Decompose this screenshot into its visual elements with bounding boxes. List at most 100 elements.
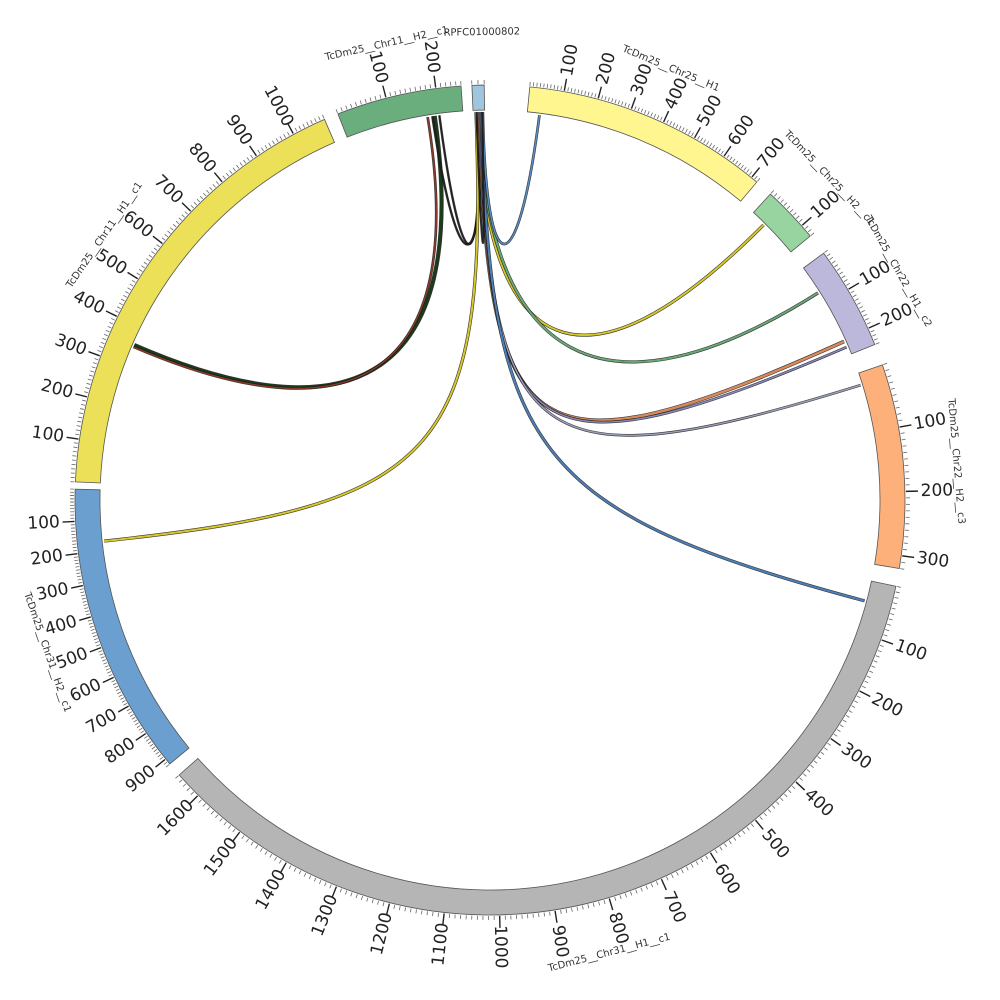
minor-tick — [138, 268, 143, 272]
minor-tick — [308, 875, 312, 880]
minor-tick — [339, 888, 342, 893]
minor-tick — [557, 85, 559, 90]
minor-tick — [864, 317, 869, 321]
minor-tick — [123, 294, 127, 298]
minor-tick — [245, 838, 249, 843]
minor-tick — [93, 638, 98, 641]
minor-tick — [750, 823, 755, 828]
minor-tick — [382, 902, 385, 907]
minor-tick — [582, 905, 584, 910]
minor-tick — [313, 877, 317, 882]
tick-label: 300 — [916, 548, 951, 572]
minor-tick — [118, 694, 123, 697]
minor-tick — [682, 127, 685, 132]
minor-tick — [697, 135, 700, 140]
minor-tick — [112, 682, 117, 686]
tick-label: 1000 — [259, 82, 297, 130]
minor-tick — [84, 391, 89, 394]
minor-tick — [712, 144, 715, 149]
minor-tick — [543, 912, 545, 917]
minor-tick — [335, 109, 338, 114]
minor-tick — [607, 97, 610, 102]
minor-tick — [836, 267, 841, 271]
minor-tick — [635, 889, 638, 894]
minor-tick — [603, 899, 606, 905]
segments-layer — [74, 84, 906, 916]
minor-tick — [170, 227, 174, 231]
major-tick — [755, 819, 764, 830]
link-rpfc-chr22_h2 — [479, 112, 861, 437]
ticks-chr22_h1 — [824, 249, 881, 345]
minor-tick — [225, 172, 230, 177]
minor-tick — [706, 141, 710, 146]
minor-tick — [892, 394, 897, 396]
minor-tick — [131, 716, 136, 720]
major-tick — [279, 862, 287, 874]
minor-tick — [617, 100, 620, 105]
minor-tick — [640, 887, 643, 892]
major-tick — [102, 676, 115, 684]
minor-tick — [228, 825, 232, 829]
minor-tick — [355, 894, 358, 899]
minor-tick — [121, 700, 126, 703]
minor-tick — [90, 628, 95, 631]
minor-tick — [274, 856, 277, 861]
minor-tick — [786, 205, 791, 210]
minor-tick — [780, 199, 784, 203]
minor-tick — [138, 727, 143, 731]
minor-tick — [148, 254, 153, 258]
minor-tick — [601, 95, 604, 100]
minor-tick — [666, 876, 669, 881]
minor-tick — [241, 835, 245, 840]
minor-tick — [776, 801, 780, 805]
minor-tick — [78, 582, 83, 584]
ticks-layer — [62, 75, 918, 928]
minor-tick — [272, 140, 275, 145]
minor-tick — [594, 93, 597, 98]
minor-tick — [324, 882, 327, 887]
minor-tick — [77, 420, 82, 423]
major-tick — [830, 738, 841, 747]
minor-tick — [627, 103, 630, 108]
minor-tick — [117, 691, 122, 695]
major-tick — [213, 172, 223, 183]
ticks-chr22_h2 — [883, 362, 918, 570]
minor-tick — [178, 217, 183, 221]
minor-tick — [75, 569, 80, 571]
minor-tick — [900, 568, 905, 570]
minor-tick — [640, 108, 644, 113]
minor-tick — [172, 224, 177, 228]
minor-tick — [178, 779, 183, 783]
minor-tick — [80, 403, 86, 406]
minor-tick — [634, 106, 637, 111]
minor-tick — [678, 125, 682, 130]
minor-tick — [279, 859, 282, 864]
major-tick — [630, 97, 637, 110]
minor-tick — [360, 895, 363, 900]
minor-tick — [767, 809, 772, 813]
minor-tick — [831, 260, 836, 264]
ticks-chr25_h1 — [529, 78, 761, 182]
minor-tick — [807, 229, 812, 233]
minor-tick — [182, 783, 187, 787]
minor-tick — [236, 164, 240, 169]
minor-tick — [737, 162, 742, 167]
minor-tick — [900, 432, 905, 434]
minor-tick — [94, 358, 99, 361]
minor-tick — [890, 613, 895, 615]
minor-tick — [73, 446, 78, 448]
minor-tick — [77, 578, 82, 581]
major-tick — [65, 552, 78, 556]
minor-tick — [886, 623, 891, 626]
minor-tick — [743, 167, 747, 171]
major-tick — [75, 393, 88, 398]
minor-tick — [580, 90, 583, 95]
minor-tick — [688, 130, 691, 135]
minor-tick — [872, 334, 877, 337]
minor-tick — [175, 220, 180, 225]
segment-name-chr11_h1: TcDm25__Chr11__H1__c1 — [64, 180, 145, 291]
tick-label: 700 — [83, 705, 121, 738]
tick-label: 1200 — [367, 910, 397, 957]
minor-tick — [901, 561, 906, 564]
link-rpfc-chr25_h2 — [476, 112, 765, 337]
